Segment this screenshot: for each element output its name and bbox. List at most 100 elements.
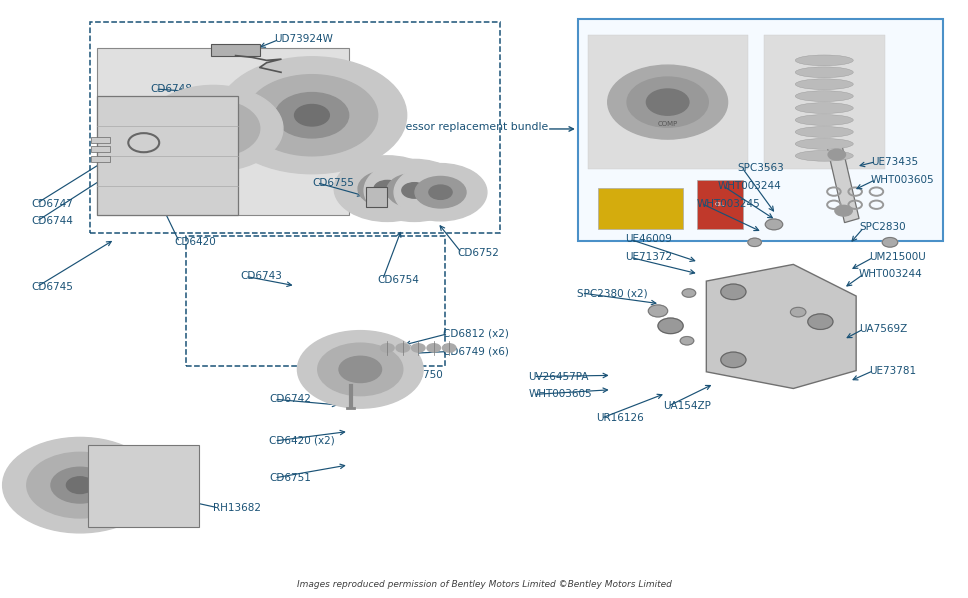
Ellipse shape [796, 151, 853, 161]
Circle shape [3, 437, 157, 533]
Ellipse shape [796, 67, 853, 78]
Circle shape [67, 477, 94, 493]
Circle shape [766, 219, 783, 230]
Circle shape [217, 57, 407, 173]
Circle shape [380, 344, 394, 352]
Text: SPC2380 (x2): SPC2380 (x2) [577, 288, 648, 298]
Circle shape [791, 307, 806, 317]
Circle shape [608, 65, 728, 139]
Circle shape [808, 314, 832, 329]
Text: CD6742: CD6742 [269, 394, 312, 404]
Text: UM21500U: UM21500U [868, 252, 925, 263]
Ellipse shape [796, 91, 853, 102]
Circle shape [427, 344, 440, 352]
Text: UE71372: UE71372 [625, 252, 672, 263]
Text: CD6753: CD6753 [250, 128, 292, 138]
Circle shape [834, 205, 852, 216]
Circle shape [658, 318, 683, 334]
Circle shape [190, 114, 236, 143]
Bar [598, 188, 683, 228]
Bar [98, 96, 237, 215]
Ellipse shape [796, 115, 853, 126]
Ellipse shape [796, 127, 853, 138]
Circle shape [748, 238, 762, 246]
Text: COMP: COMP [657, 121, 678, 127]
Text: OIL: OIL [714, 202, 725, 208]
Circle shape [166, 100, 259, 157]
Circle shape [394, 164, 487, 221]
Text: UA154ZP: UA154ZP [663, 401, 711, 411]
Circle shape [334, 156, 440, 221]
Circle shape [364, 160, 465, 221]
Text: CD6751: CD6751 [269, 473, 312, 483]
Text: CD6748: CD6748 [150, 84, 193, 94]
Text: CD6744: CD6744 [32, 216, 74, 227]
Circle shape [144, 86, 283, 171]
Text: UE46009: UE46009 [625, 234, 672, 245]
Ellipse shape [796, 103, 853, 114]
Bar [91, 156, 110, 162]
Bar [578, 19, 943, 240]
Bar [589, 35, 748, 169]
Circle shape [27, 452, 134, 518]
Circle shape [387, 173, 442, 208]
Bar [90, 22, 500, 233]
Circle shape [51, 467, 109, 503]
Text: RH13682KT1 Compressor replacement bundle: RH13682KT1 Compressor replacement bundle [295, 122, 548, 132]
Text: RH13682: RH13682 [213, 503, 261, 513]
Bar [91, 137, 110, 143]
Text: WHT003244: WHT003244 [718, 181, 782, 191]
Text: CD6749 (x6): CD6749 (x6) [443, 346, 509, 356]
Text: WHT003245: WHT003245 [697, 199, 761, 209]
Circle shape [411, 344, 425, 352]
Circle shape [294, 105, 329, 126]
Text: UD73924W: UD73924W [274, 35, 333, 44]
Circle shape [721, 352, 746, 368]
Circle shape [374, 181, 401, 197]
Bar [366, 187, 387, 206]
Circle shape [275, 93, 348, 138]
Text: CD6754: CD6754 [378, 275, 419, 285]
Ellipse shape [796, 79, 853, 90]
Bar [98, 48, 348, 215]
Text: UV26457PA: UV26457PA [529, 371, 589, 382]
Text: CD6747: CD6747 [32, 199, 74, 209]
Text: Images reproduced permission of Bentley Motors Limited ©Bentley Motors Limited: Images reproduced permission of Bentley … [296, 579, 672, 588]
Text: CD6745: CD6745 [32, 282, 74, 292]
Circle shape [627, 77, 709, 127]
Circle shape [339, 356, 381, 383]
Circle shape [402, 182, 427, 198]
Text: WHT003244: WHT003244 [859, 269, 923, 279]
Text: CD6752: CD6752 [457, 248, 499, 258]
Text: CD6750: CD6750 [402, 370, 443, 380]
Bar [91, 147, 110, 152]
Circle shape [297, 331, 423, 408]
Circle shape [415, 176, 466, 208]
Circle shape [396, 344, 409, 352]
Circle shape [828, 150, 845, 160]
Text: WHT003605: WHT003605 [529, 389, 592, 399]
Text: UE73781: UE73781 [868, 365, 916, 376]
Bar [765, 35, 885, 169]
Circle shape [429, 185, 452, 199]
Text: CD6756: CD6756 [150, 102, 193, 112]
Text: UE73435: UE73435 [870, 157, 918, 167]
Circle shape [318, 343, 403, 396]
Ellipse shape [796, 139, 853, 150]
Polygon shape [707, 264, 856, 389]
Bar [186, 236, 445, 366]
Bar [211, 44, 259, 56]
Circle shape [358, 170, 416, 207]
Circle shape [647, 89, 689, 115]
Ellipse shape [796, 55, 853, 66]
Circle shape [681, 337, 694, 345]
Bar [697, 179, 743, 228]
Circle shape [682, 289, 696, 297]
Text: UA7569Z: UA7569Z [859, 324, 907, 334]
Polygon shape [827, 144, 859, 222]
Circle shape [649, 305, 668, 317]
Circle shape [246, 75, 378, 156]
Circle shape [882, 237, 897, 247]
Text: SPC3563: SPC3563 [738, 163, 784, 173]
Text: CD6743: CD6743 [240, 271, 283, 281]
